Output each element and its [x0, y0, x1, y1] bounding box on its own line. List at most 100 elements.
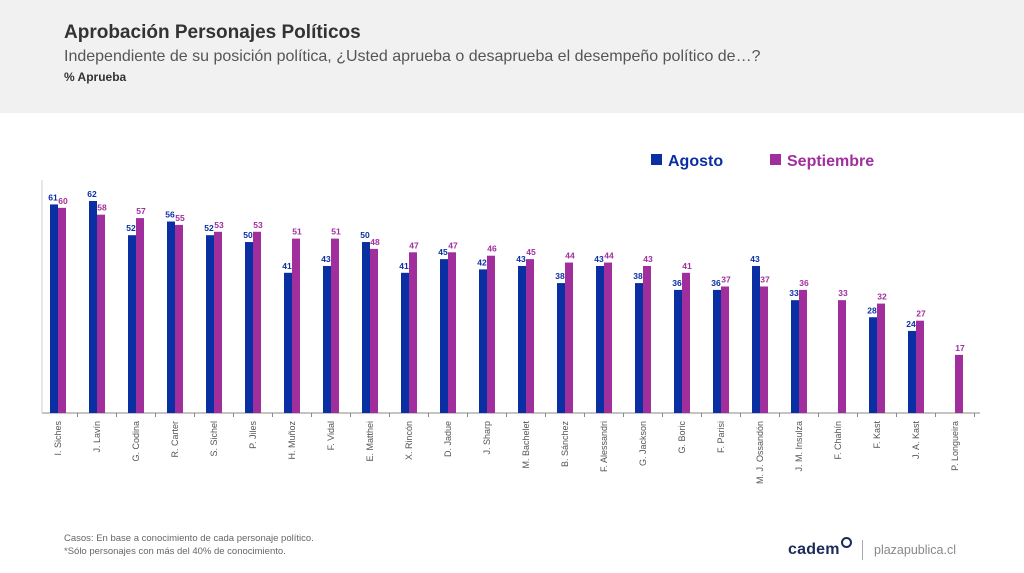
bar-septiembre [604, 262, 612, 413]
data-label-septiembre: 17 [955, 343, 965, 353]
data-label-septiembre: 45 [526, 247, 536, 257]
data-label-septiembre: 48 [370, 237, 380, 247]
bar-septiembre [721, 286, 729, 413]
bar-septiembre [136, 218, 144, 413]
bar-agosto [128, 235, 136, 413]
data-label-septiembre: 37 [721, 274, 731, 284]
bar-septiembre [487, 255, 495, 413]
data-label-septiembre: 53 [214, 220, 224, 230]
cadem-logo-dot-icon [840, 537, 852, 548]
bar-agosto [713, 289, 721, 413]
bar-septiembre [877, 303, 885, 413]
data-label-agosto: 43 [594, 254, 604, 264]
header-band [0, 0, 1024, 113]
x-tick-label: F. Parisi [716, 421, 726, 453]
x-tick-label: D. Jadue [443, 421, 453, 457]
bar-agosto [635, 283, 643, 413]
x-tick-label: H. Muñoz [287, 421, 297, 460]
bar-septiembre [565, 262, 573, 413]
data-label-agosto: 24 [906, 319, 916, 329]
data-label-septiembre: 55 [175, 213, 185, 223]
x-tick-label: P. Jiles [248, 421, 258, 449]
bar-septiembre [643, 265, 651, 413]
data-label-septiembre: 53 [253, 220, 263, 230]
x-tick-label: G. Codina [131, 421, 141, 462]
x-tick-label: S. Sichel [209, 421, 219, 457]
data-label-agosto: 43 [516, 254, 526, 264]
bar-septiembre [331, 238, 339, 413]
data-label-agosto: 41 [399, 261, 409, 271]
x-tick-label: I. Siches [53, 421, 63, 456]
bar-septiembre [799, 289, 807, 413]
bar-agosto [284, 272, 292, 413]
footer-note-cases: Casos: En base a conocimiento de cada pe… [64, 533, 314, 544]
bar-septiembre [448, 252, 456, 413]
bar-septiembre [682, 272, 690, 413]
data-label-agosto: 52 [204, 223, 214, 233]
bar-agosto [440, 259, 448, 413]
data-label-agosto: 36 [711, 278, 721, 288]
bar-agosto [479, 269, 487, 413]
bar-agosto [401, 272, 409, 413]
bar-septiembre [526, 259, 534, 413]
bar-agosto [206, 235, 214, 413]
data-label-septiembre: 36 [799, 278, 809, 288]
data-label-agosto: 33 [789, 288, 799, 298]
data-label-septiembre: 33 [838, 288, 848, 298]
data-label-septiembre: 60 [58, 196, 68, 206]
page-unit: % Aprueba [64, 70, 127, 84]
data-label-septiembre: 57 [136, 206, 146, 216]
data-label-agosto: 52 [126, 223, 136, 233]
site-url: plazapublica.cl [874, 543, 956, 557]
data-label-septiembre: 47 [409, 240, 419, 250]
data-label-agosto: 45 [438, 247, 448, 257]
bar-agosto [518, 265, 526, 413]
data-label-agosto: 62 [87, 189, 97, 199]
bar-agosto [596, 265, 604, 413]
data-label-septiembre: 32 [877, 292, 887, 302]
bar-agosto [362, 242, 370, 413]
x-tick-label: M. Bachelet [521, 421, 531, 469]
data-label-agosto: 43 [750, 254, 760, 264]
data-label-septiembre: 46 [487, 244, 497, 254]
data-label-septiembre: 41 [682, 261, 692, 271]
bar-septiembre [58, 207, 66, 413]
bar-septiembre [97, 214, 105, 413]
data-label-septiembre: 51 [292, 227, 302, 237]
data-label-agosto: 41 [282, 261, 292, 271]
x-tick-label: F. Kast [872, 421, 882, 449]
data-label-agosto: 28 [867, 305, 877, 315]
bar-septiembre [292, 238, 300, 413]
footer-note-knowledge: *Sólo personajes con más del 40% de cono… [64, 546, 286, 557]
data-label-agosto: 42 [477, 257, 487, 267]
data-label-agosto: 36 [672, 278, 682, 288]
bar-septiembre [214, 231, 222, 413]
bar-septiembre [175, 224, 183, 413]
page-title: Aprobación Personajes Políticos [64, 22, 361, 43]
data-label-septiembre: 43 [643, 254, 653, 264]
x-tick-label: J. Sharp [482, 421, 492, 455]
x-tick-label: J. Lavín [92, 421, 102, 453]
legend-label-agosto: Agosto [668, 153, 723, 170]
x-tick-label: E. Matthei [365, 421, 375, 462]
bar-septiembre [955, 354, 963, 413]
data-label-septiembre: 27 [916, 309, 926, 319]
data-label-septiembre: 51 [331, 227, 341, 237]
x-tick-label: M. J. Ossandón [755, 421, 765, 484]
page-subtitle: Independiente de su posición política, ¿… [64, 48, 761, 65]
data-label-septiembre: 37 [760, 274, 770, 284]
x-tick-label: F. Vidal [326, 421, 336, 450]
bar-agosto [752, 265, 760, 413]
bar-agosto [908, 330, 916, 413]
data-label-agosto: 50 [243, 230, 253, 240]
legend-swatch-agosto [651, 154, 662, 165]
x-tick-label: X. Rincón [404, 421, 414, 460]
x-tick-label: G. Boric [677, 421, 687, 454]
bar-agosto [791, 300, 799, 413]
data-label-septiembre: 44 [604, 251, 614, 261]
bar-agosto [869, 317, 877, 413]
cadem-logo: cadem [788, 537, 852, 559]
bar-septiembre [760, 286, 768, 413]
bar-agosto [50, 204, 58, 413]
brand-divider [862, 540, 863, 560]
